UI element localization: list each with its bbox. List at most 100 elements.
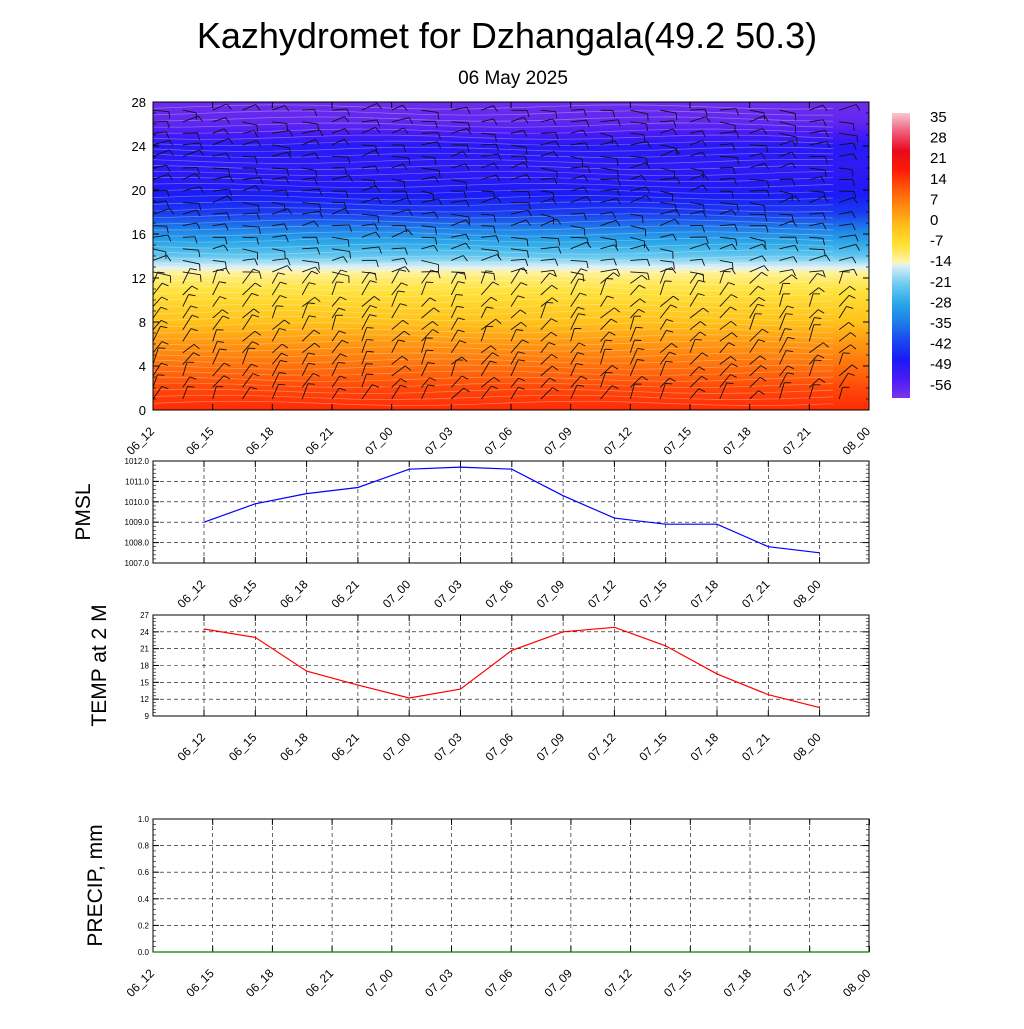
colorbar-label: -35 xyxy=(930,315,952,332)
y-tick-label: 24 xyxy=(140,628,149,637)
x-tick-label: 06_18 xyxy=(243,424,277,458)
y-tick-label: 0 xyxy=(139,403,146,418)
colorbar-gradient xyxy=(892,113,910,398)
wind-barb xyxy=(869,121,885,128)
y-tick-label: 1.0 xyxy=(138,815,150,824)
y-tick-label: 0.6 xyxy=(138,868,150,877)
x-tick-label: 07_00 xyxy=(380,577,414,611)
wind-barb xyxy=(869,259,884,265)
wind-barb xyxy=(869,156,886,163)
x-tick-label: 06_21 xyxy=(303,424,337,458)
y-tick-label: 0.2 xyxy=(138,921,150,930)
wind-barb xyxy=(869,374,884,388)
x-tick-label: 07_00 xyxy=(362,424,396,458)
panel-frame xyxy=(153,461,869,563)
x-tick-label: 07_09 xyxy=(534,577,568,611)
x-tick-label: 08_00 xyxy=(840,424,874,458)
y-tick-label: 24 xyxy=(132,139,146,154)
x-tick-label: 06_21 xyxy=(303,966,337,1000)
x-tick-label: 07_18 xyxy=(720,424,754,458)
x-tick-label: 07_18 xyxy=(688,730,722,764)
wind-barb xyxy=(869,297,887,307)
y-axis-label: PRECIP, mm xyxy=(84,824,107,946)
wind-barb xyxy=(869,363,880,376)
y-tick-label: 27 xyxy=(140,611,149,620)
colorbar-label: -49 xyxy=(930,356,952,373)
x-tick-label: 06_18 xyxy=(243,966,277,1000)
x-tick-label: 06_15 xyxy=(183,424,217,458)
x-tick-label: 07_03 xyxy=(431,577,465,611)
wind-barb xyxy=(869,202,885,209)
chart-subtitle: 06 May 2025 xyxy=(458,68,568,89)
y-tick-label: 20 xyxy=(132,183,146,198)
x-tick-label: 07_21 xyxy=(739,730,773,764)
y-tick-label: 12 xyxy=(140,695,149,704)
pmsl-panel: 1007.01008.01009.01010.01011.01012.006_1… xyxy=(72,457,869,611)
wind-barb xyxy=(869,191,886,203)
wind-barb xyxy=(869,270,886,277)
y-tick-label: 12 xyxy=(132,271,146,286)
colorbar-label: 21 xyxy=(930,150,947,167)
x-tick-label: 07_21 xyxy=(739,577,773,611)
x-tick-label: 06_12 xyxy=(124,966,158,1000)
colorbar-label: -42 xyxy=(930,336,952,353)
colorbar-label: -14 xyxy=(930,253,952,270)
x-tick-label: 07_06 xyxy=(482,424,516,458)
x-tick-label: 07_09 xyxy=(542,966,576,1000)
y-axis-label: TEMP at 2 M xyxy=(88,604,111,726)
x-tick-label: 07_00 xyxy=(362,966,396,1000)
wind-barb xyxy=(869,211,886,217)
x-tick-label: 07_12 xyxy=(585,577,619,611)
y-tick-label: 1009.0 xyxy=(125,518,150,527)
y-tick-label: 0.4 xyxy=(138,895,150,904)
x-tick-label: 07_12 xyxy=(601,424,635,458)
wind-barb xyxy=(869,318,881,330)
precip-panel: 0.0 0.2 0.4 0.6 0.8 1.0 06_12 06_15 06_18 06_21 07… xyxy=(84,815,874,1000)
wind-barb xyxy=(869,328,886,342)
wind-barb xyxy=(869,286,885,295)
chart-title: Kazhydromet for Dzhangala(49.2 50.3) xyxy=(197,15,817,56)
x-tick-label: 07_03 xyxy=(422,424,456,458)
wind-barb xyxy=(869,387,884,399)
wind-barb xyxy=(869,178,887,185)
x-tick-label: 07_09 xyxy=(541,424,575,458)
x-tick-label: 07_12 xyxy=(601,966,635,1000)
x-tick-label: 06_15 xyxy=(226,730,260,764)
x-tick-label: 07_06 xyxy=(482,577,516,611)
x-tick-label: 07_15 xyxy=(661,424,695,458)
x-tick-label: 07_03 xyxy=(422,966,456,1000)
x-tick-label: 08_00 xyxy=(790,577,824,611)
x-tick-label: 07_15 xyxy=(661,966,695,1000)
x-tick-label: 06_15 xyxy=(183,966,217,1000)
y-tick-label: 1012.0 xyxy=(125,457,150,466)
x-tick-label: 07_09 xyxy=(534,730,568,764)
y-tick-label: 28 xyxy=(132,95,146,110)
wind-barb xyxy=(869,140,887,146)
x-tick-label: 06_18 xyxy=(277,577,311,611)
wind-barb xyxy=(869,349,882,364)
colorbar-label: -28 xyxy=(930,294,952,311)
x-tick-label: 07_15 xyxy=(636,730,670,764)
x-tick-label: 06_12 xyxy=(124,424,158,458)
y-tick-label: 16 xyxy=(132,227,146,242)
wind-barb xyxy=(869,340,883,353)
colorbar-label: 28 xyxy=(930,130,947,147)
y-tick-label: 18 xyxy=(140,662,149,671)
y-tick-label: 1010.0 xyxy=(125,498,150,507)
y-tick-label: 1007.0 xyxy=(125,559,150,568)
y-tick-label: 21 xyxy=(140,645,149,654)
y-tick-label: 15 xyxy=(140,678,149,687)
x-tick-label: 06_15 xyxy=(226,577,260,611)
y-tick-label: 0.8 xyxy=(138,842,150,851)
y-tick-label: 0.0 xyxy=(138,948,150,957)
x-tick-label: 07_18 xyxy=(688,577,722,611)
wind-barb xyxy=(869,223,885,229)
x-tick-label: 06_18 xyxy=(277,730,311,764)
colorbar-label: -21 xyxy=(930,274,952,291)
x-tick-label: 07_06 xyxy=(482,966,516,1000)
x-tick-label: 07_00 xyxy=(380,730,414,764)
x-tick-label: 07_06 xyxy=(482,730,516,764)
